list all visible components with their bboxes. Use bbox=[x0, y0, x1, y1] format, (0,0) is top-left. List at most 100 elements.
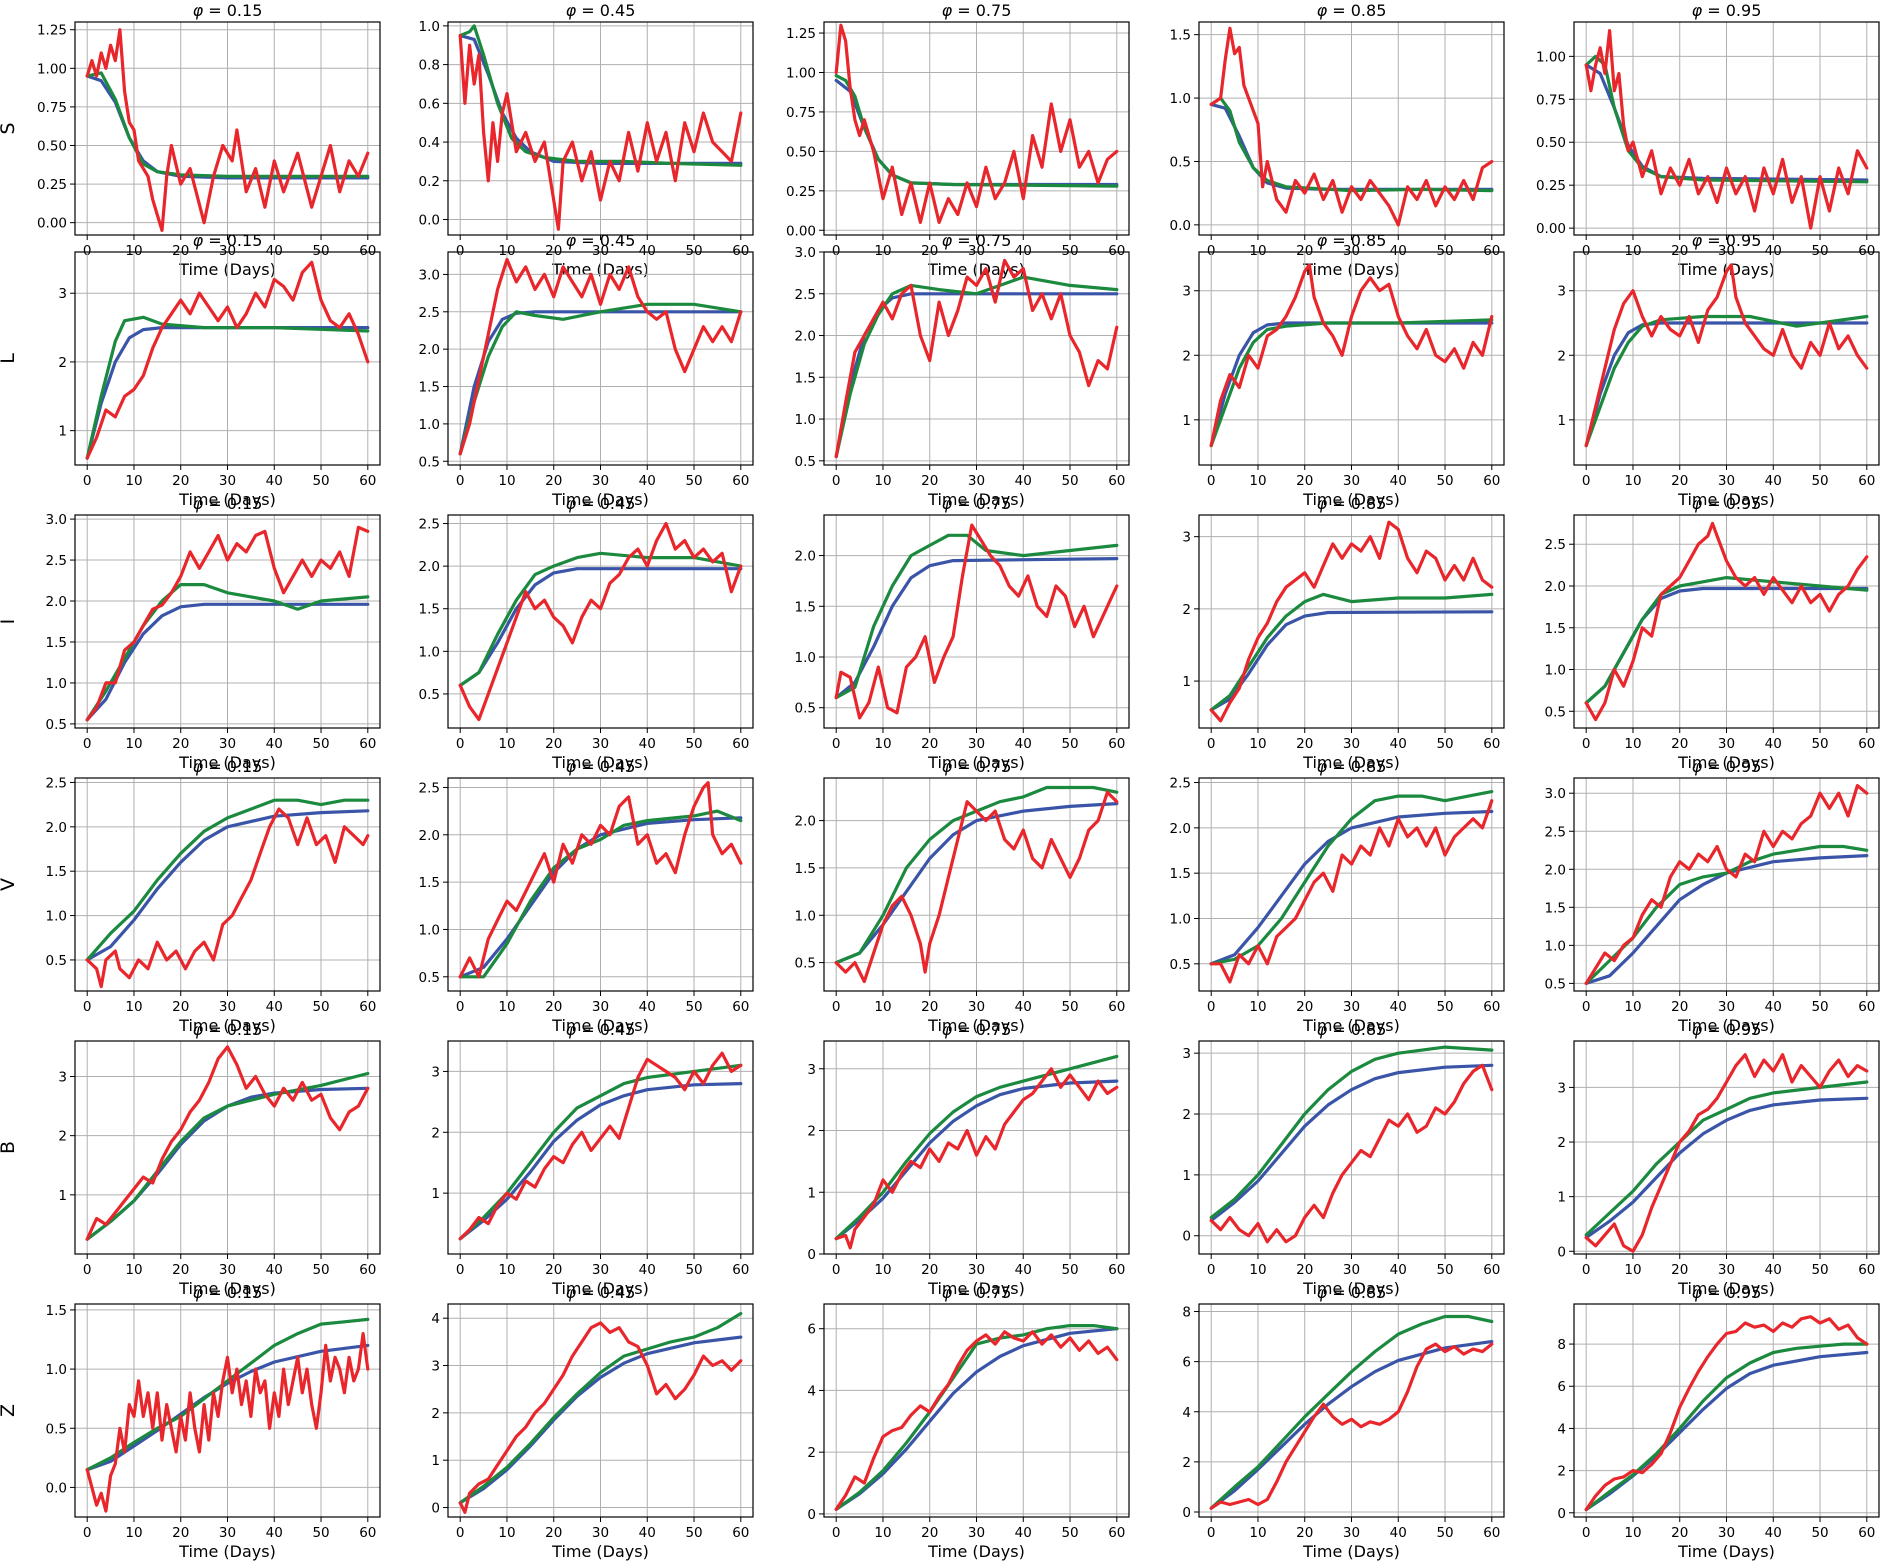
x-axis-label: Time (Days) bbox=[551, 490, 649, 509]
panel-title-phi: φ bbox=[1317, 231, 1328, 250]
panel-title-value: = 0.45 bbox=[576, 494, 635, 513]
y-tick-label: 2.5 bbox=[1545, 537, 1566, 553]
series-green bbox=[458, 1311, 743, 1505]
panel-title-value: = 0.45 bbox=[576, 231, 635, 250]
x-tick-label: 20 bbox=[545, 243, 562, 259]
panel-Z-4: 0 10 20 30 40 50 60 0 2 4 6 8 Time (Days) φ = 0.95 bbox=[1557, 1283, 1880, 1561]
y-tick-label: 1.5 bbox=[1170, 28, 1191, 44]
y-tick-label: 1 bbox=[1557, 1190, 1566, 1206]
x-axis-label: Time (Days) bbox=[1302, 1542, 1400, 1561]
x-tick-label: 40 bbox=[266, 473, 283, 489]
panel-I-3: 0 10 20 30 40 50 60 1 2 3 Time (Days) φ = 0.85 bbox=[1182, 494, 1505, 772]
panel-title: φ = 0.85 bbox=[1317, 1020, 1387, 1039]
x-tick-label: 50 bbox=[1061, 736, 1078, 752]
x-tick-label: 40 bbox=[1390, 243, 1407, 259]
panel-title-value: = 0.15 bbox=[203, 1283, 262, 1302]
y-tick-label: 3 bbox=[807, 1062, 816, 1078]
series-blue bbox=[458, 816, 743, 979]
panel-L-0: 0 10 20 30 40 50 60 1 2 3 Time (Days) φ = 0.15 bbox=[58, 231, 381, 509]
row-label-I: I bbox=[0, 619, 19, 625]
x-tick-label: 30 bbox=[1343, 1525, 1360, 1541]
y-tick-label: 0.5 bbox=[1170, 154, 1191, 170]
x-tick-label: 60 bbox=[1483, 473, 1500, 489]
y-tick-label: 1 bbox=[1557, 413, 1566, 429]
y-tick-label: 1 bbox=[1182, 413, 1191, 429]
panel-title: φ = 0.45 bbox=[566, 231, 636, 250]
series-group bbox=[1584, 521, 1869, 722]
series-red bbox=[458, 33, 743, 231]
x-tick-label: 10 bbox=[874, 1525, 891, 1541]
x-tick-label: 40 bbox=[639, 473, 656, 489]
y-tick-label: 0.5 bbox=[795, 701, 816, 717]
x-tick-label: 60 bbox=[1483, 243, 1500, 259]
panel-S-0: 0 10 20 30 40 50 600.000.250.500.751.001.25Tim… bbox=[37, 1, 381, 279]
panel-title-phi: φ bbox=[942, 1020, 953, 1039]
series-blue bbox=[1209, 1063, 1494, 1223]
series-blue bbox=[1209, 610, 1494, 712]
panel-title-value: = 0.75 bbox=[952, 494, 1011, 513]
x-tick-label: 20 bbox=[921, 1525, 938, 1541]
x-tick-label: 10 bbox=[1624, 1525, 1641, 1541]
series-red bbox=[85, 260, 370, 460]
y-tick-label: 1.0 bbox=[1170, 911, 1191, 927]
y-tick-label: 1 bbox=[1182, 1168, 1191, 1184]
series-group bbox=[1209, 1045, 1494, 1244]
y-tick-label: 1 bbox=[58, 424, 67, 440]
panel-B-4: 0 10 20 30 40 50 60 0 1 2 3 Time (Days) φ = 0.95 bbox=[1557, 1020, 1880, 1298]
y-tick-label: 3 bbox=[58, 1070, 67, 1086]
panel-title: φ = 0.85 bbox=[1317, 1283, 1387, 1302]
x-tick-label: 10 bbox=[1249, 736, 1266, 752]
panel-title-value: = 0.45 bbox=[576, 1020, 635, 1039]
series-red bbox=[1584, 521, 1869, 722]
series-group bbox=[458, 24, 743, 231]
y-tick-label: 1.5 bbox=[795, 599, 816, 615]
y-tick-label: 0.25 bbox=[786, 184, 816, 200]
panel-title-phi: φ bbox=[1317, 1020, 1328, 1039]
y-tick-label: 0 bbox=[431, 1501, 440, 1517]
x-tick-label: 20 bbox=[545, 999, 562, 1015]
x-tick-label: 20 bbox=[172, 1262, 189, 1278]
series-group bbox=[458, 521, 743, 722]
x-tick-label: 30 bbox=[592, 473, 609, 489]
x-axis-label: Time (Days) bbox=[551, 1279, 649, 1298]
panel-title-value: = 0.45 bbox=[576, 1, 635, 20]
x-tick-label: 10 bbox=[1249, 243, 1266, 259]
panel-title-phi: φ bbox=[193, 1, 204, 20]
x-tick-label: 30 bbox=[592, 999, 609, 1015]
x-tick-label: 40 bbox=[1015, 999, 1032, 1015]
x-tick-label: 20 bbox=[172, 999, 189, 1015]
series-group bbox=[458, 1311, 743, 1514]
x-tick-label: 30 bbox=[968, 473, 985, 489]
x-tick-label: 60 bbox=[359, 1262, 376, 1278]
x-axis-label: Time (Days) bbox=[551, 753, 649, 772]
panel-Z-1: 0 10 20 30 40 50 60 0 1 2 3 4 Time (Days) φ = 0.45 bbox=[431, 1283, 754, 1561]
x-tick-label: 40 bbox=[1765, 243, 1782, 259]
panel-title: φ = 0.45 bbox=[566, 1020, 636, 1039]
x-tick-label: 40 bbox=[639, 243, 656, 259]
y-tick-label: 1.5 bbox=[795, 370, 816, 386]
x-tick-label: 60 bbox=[1483, 1525, 1500, 1541]
series-blue bbox=[458, 310, 743, 456]
y-tick-label: 6 bbox=[1557, 1379, 1566, 1395]
x-tick-label: 40 bbox=[266, 1262, 283, 1278]
x-tick-label: 20 bbox=[921, 1262, 938, 1278]
x-tick-label: 20 bbox=[172, 736, 189, 752]
y-tick-label: 2 bbox=[1182, 1455, 1191, 1471]
panel-title-value: = 0.15 bbox=[203, 231, 262, 250]
panel-title-value: = 0.85 bbox=[1327, 231, 1386, 250]
y-tick-label: 2.5 bbox=[419, 305, 440, 321]
series-green bbox=[1584, 1342, 1869, 1512]
x-tick-label: 0 bbox=[1582, 736, 1591, 752]
y-tick-label: 0.5 bbox=[419, 687, 440, 703]
y-tick-label: 0.5 bbox=[1545, 704, 1566, 720]
y-tick-label: 1.0 bbox=[1545, 663, 1566, 679]
x-axis-label: Time (Days) bbox=[1677, 1542, 1775, 1561]
x-tick-label: 30 bbox=[219, 1262, 236, 1278]
x-tick-label: 0 bbox=[1582, 473, 1591, 489]
x-tick-label: 0 bbox=[832, 243, 841, 259]
panel-title-value: = 0.45 bbox=[576, 1283, 635, 1302]
panel-B-2: 0 10 20 30 40 50 60 0 1 2 3 Time (Days) φ = 0.75 bbox=[807, 1020, 1130, 1298]
series-green bbox=[1209, 1314, 1494, 1510]
panel-title-value: = 0.95 bbox=[1702, 231, 1761, 250]
series-group bbox=[85, 1317, 370, 1513]
